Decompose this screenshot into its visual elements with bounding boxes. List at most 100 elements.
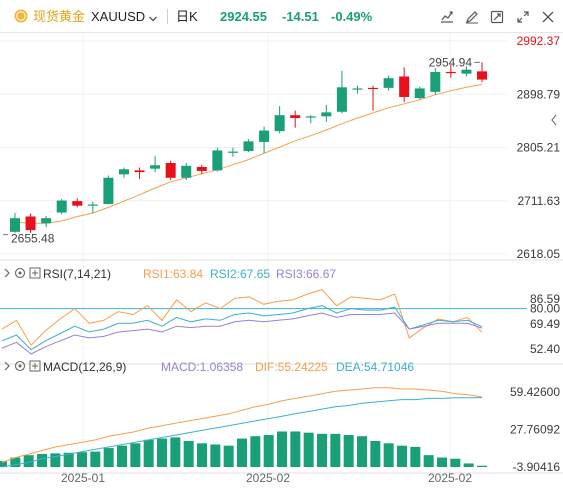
divider <box>167 9 168 24</box>
gear-icon-center <box>18 271 22 275</box>
indicator-title: RSI(7,14,21) <box>43 267 111 281</box>
x-axis-date-label: 2025-01 <box>61 471 105 485</box>
dea-line <box>1 397 483 468</box>
macd-histogram-bar <box>183 440 194 467</box>
macd-histogram-bar <box>0 461 7 467</box>
chart-toolbar: 现货黄金 XAUUSD 日K 2924.55 -14.51 -0.49% <box>0 0 563 33</box>
gear-icon-center <box>18 364 22 368</box>
macd-y-tick-label: 59.42600 <box>510 385 560 399</box>
macd-histogram-bar <box>157 438 167 467</box>
rsi1-value: RSI1:63.84 <box>143 267 203 281</box>
last-price: 2924.55 <box>220 9 267 24</box>
macd-histogram-bar <box>117 445 127 467</box>
chart-grid <box>0 33 563 474</box>
chart-type-button[interactable] <box>437 7 457 27</box>
candle-body <box>477 71 487 80</box>
ma-line <box>14 84 483 224</box>
panel-headers: RSI(7,14,21) RSI1:63.84 RSI2:67.65 RSI3:66.… <box>4 267 414 374</box>
draw-icon <box>466 11 478 24</box>
axis-labels: 2992.37 2898.79 2805.21 2711.63 2618.05 80.00… <box>61 34 560 485</box>
rsi-y-tick-label: 52.40 <box>530 342 560 356</box>
candle-body <box>461 69 472 74</box>
fullscreen-icon <box>517 11 529 23</box>
plus-mark <box>32 270 38 276</box>
candle-body <box>227 151 238 153</box>
candle-body <box>321 112 332 117</box>
candle-body <box>56 200 67 213</box>
indicator-toggle-icon <box>29 267 41 279</box>
macd-y-tick-label: 27.76092 <box>510 423 560 437</box>
macd-histogram-bar <box>103 448 114 467</box>
candle-body <box>445 71 456 74</box>
candle-body <box>134 170 145 173</box>
macd-histogram-bar <box>77 452 87 467</box>
high-price-label: 2954.94 <box>429 55 473 69</box>
candle-body <box>414 88 425 99</box>
candle-body <box>305 116 316 118</box>
macd-pane[interactable] <box>0 387 487 468</box>
macd-histogram-bar <box>463 463 474 467</box>
macd-histogram-bar <box>10 457 21 467</box>
rsi-pane[interactable] <box>1 289 483 355</box>
macd-histogram-bar <box>23 455 34 467</box>
candle-body <box>103 177 114 204</box>
macd-histogram-bar <box>317 433 327 467</box>
candle-body <box>10 218 20 232</box>
macd-histogram-bar <box>63 452 74 467</box>
candle-body <box>87 204 98 206</box>
timeframe-selector[interactable]: 日K <box>176 9 198 24</box>
candle-body <box>118 169 129 175</box>
low-price-label: 2655.48 <box>11 232 55 246</box>
macd-histogram-bar <box>170 437 181 467</box>
chevron-down-icon[interactable] <box>148 11 158 22</box>
main-y-tick-label: 2898.79 <box>517 87 561 101</box>
x-axis-date-label: 2025-02 <box>246 471 290 485</box>
macd-histogram-bar <box>290 431 301 467</box>
chart-area: 2992.37 2898.79 2805.21 2711.63 2618.05 80.00… <box>0 33 563 485</box>
rsi-extra-label: 86.59 <box>530 292 560 306</box>
macd-histogram-bar <box>423 455 434 467</box>
macd-histogram-bar <box>450 458 461 467</box>
macd-histogram-bar <box>263 435 274 467</box>
macd-y-tick-label: -3.90416 <box>513 460 561 474</box>
rsi2-value: RSI2:67.65 <box>210 267 270 281</box>
price-change-pct: -0.49% <box>331 9 373 24</box>
rsi-series-line-1 <box>1 289 483 347</box>
candlestick-pane[interactable]: 2954.94 2655.48 <box>3 55 557 246</box>
plus-mark <box>32 363 38 369</box>
collapse-arrow-icon <box>551 114 557 126</box>
instrument-name[interactable]: 现货黄金 <box>33 9 86 24</box>
main-y-tick-label: 2711.63 <box>518 194 561 208</box>
macd-histogram-bar <box>343 435 354 467</box>
candle-body <box>41 218 52 224</box>
x-axis-date-label: 2025-02 <box>428 471 472 485</box>
dif-line <box>1 387 483 463</box>
candle-body <box>399 76 410 97</box>
indicator-button[interactable] <box>487 7 507 27</box>
macd-histogram-bar <box>37 453 47 467</box>
draw-tool-button[interactable] <box>462 7 482 27</box>
settings-button[interactable] <box>538 7 558 27</box>
candle-body <box>383 78 394 88</box>
rsi-y-tick-label: 69.49 <box>530 317 560 331</box>
macd-histogram-bar <box>357 436 367 467</box>
macd-histogram-bar <box>383 443 394 467</box>
main-y-tick-label: 2992.37 <box>517 34 561 48</box>
candle-body <box>274 115 285 132</box>
candle-body <box>25 216 36 231</box>
rsi-series-line-2 <box>1 305 483 351</box>
dea-value: DEA:54.71046 <box>336 360 414 374</box>
candle-body <box>290 115 301 119</box>
fullscreen-button[interactable] <box>513 7 533 27</box>
gear-icon <box>14 267 26 279</box>
gold-coin-icon <box>14 9 28 23</box>
gear-icon <box>14 360 26 372</box>
symbol-label[interactable]: XAUUSD <box>91 9 146 24</box>
macd-histogram-bar <box>210 444 221 467</box>
macd-histogram-bar <box>130 443 141 467</box>
candle-body <box>352 88 363 90</box>
macd-histogram-bar <box>143 439 154 467</box>
macd-histogram-bar <box>477 465 487 467</box>
rsi-y-tick-label: 80.00 <box>530 302 560 316</box>
candle-body <box>181 165 192 178</box>
